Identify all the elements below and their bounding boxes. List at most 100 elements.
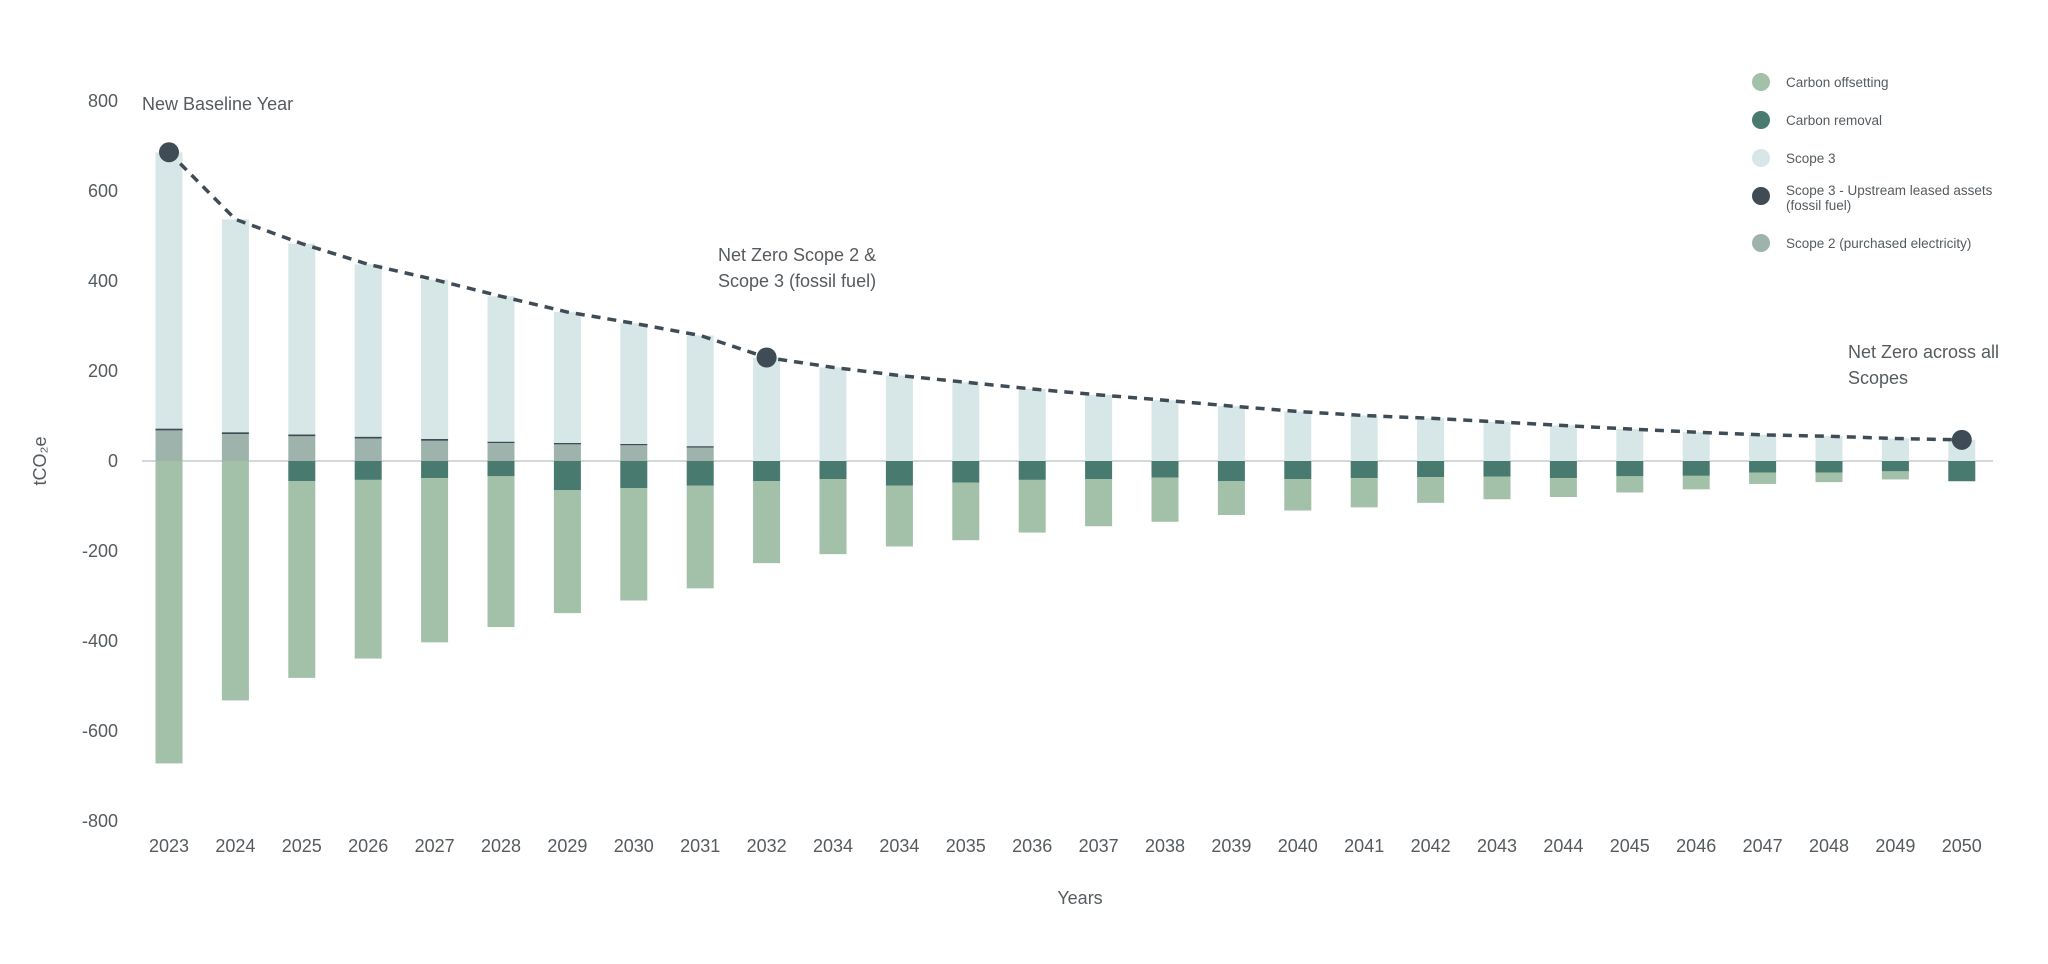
bars [155, 152, 1976, 764]
bar-segment [1682, 432, 1710, 461]
annotation-text: Net Zero across all [1848, 342, 1999, 362]
bar-segment [1417, 477, 1445, 503]
bar-segment [885, 461, 913, 486]
x-tick-label: 2031 [680, 836, 720, 856]
legend-swatch [1752, 234, 1770, 252]
x-tick-label: 2023 [149, 836, 189, 856]
bar-segment [1085, 394, 1113, 461]
bar-segment [753, 481, 781, 564]
bar-segment [1483, 421, 1511, 461]
bar-segment [421, 478, 449, 643]
bar-segment [1815, 436, 1843, 461]
x-tick-label: 2030 [614, 836, 654, 856]
bar-segment [288, 243, 316, 435]
bar-segment [753, 357, 781, 461]
bar-segment [1284, 479, 1312, 511]
bar-segment [1749, 434, 1777, 461]
x-tick-label: 2027 [415, 836, 455, 856]
x-tick-label: 2044 [1543, 836, 1583, 856]
bar-segment [421, 438, 449, 441]
bar-segment [1417, 461, 1445, 478]
y-tick-label: 600 [88, 181, 118, 201]
annotations: New Baseline Year Net Zero Scope 2 & Scope… [142, 94, 1999, 388]
trend-line [167, 151, 1962, 442]
annotation-text: Net Zero Scope 2 & [718, 245, 876, 265]
trend-marker [159, 142, 179, 163]
bar-segment [155, 152, 183, 429]
x-tick-label: 2039 [1211, 836, 1251, 856]
legend-label: Scope 3 - Upstream leased assets (fossil … [1786, 183, 1993, 213]
x-tick-label: 2029 [547, 836, 587, 856]
legend-label: Scope 2 (purchased electricity) [1786, 236, 1971, 251]
bar-segment [155, 430, 183, 461]
x-tick-label: 2041 [1344, 836, 1384, 856]
bar-segment [155, 428, 183, 431]
bar-segment [1682, 461, 1710, 476]
bar-segment [288, 434, 316, 437]
bar-segment [753, 461, 781, 482]
bar-segment [1815, 461, 1843, 473]
x-tick-label: 2032 [747, 836, 787, 856]
legend-label: Scope 3 [1786, 151, 1836, 166]
annotation-text: New Baseline Year [142, 94, 293, 114]
bar-segment [221, 461, 249, 701]
bar-segment [819, 461, 847, 479]
legend-swatch [1752, 149, 1770, 167]
bar-segment [1151, 477, 1179, 522]
bar-segment [1881, 471, 1909, 480]
bar-segment [1151, 461, 1179, 478]
bar-segment [686, 335, 714, 447]
bar-segment [288, 461, 316, 482]
y-tick-label: -800 [82, 811, 118, 831]
x-tick-label: 2038 [1145, 836, 1185, 856]
x-tick-label: 2034 [879, 836, 919, 856]
annotation-text: Scope 3 (fossil fuel) [718, 271, 876, 291]
bar-segment [686, 447, 714, 461]
legend-swatch [1752, 187, 1770, 205]
trend-markers [159, 142, 1972, 450]
x-tick-label: 2048 [1809, 836, 1849, 856]
bar-segment [288, 481, 316, 678]
bar-segment [354, 479, 382, 659]
bar-segment [553, 490, 581, 614]
y-tick-label: 0 [108, 451, 118, 471]
bar-segment [553, 443, 581, 445]
x-tick-label: 2040 [1278, 836, 1318, 856]
trend-marker [756, 347, 777, 368]
bar-segment [819, 479, 847, 555]
x-tick-label: 2043 [1477, 836, 1517, 856]
bar-segment [553, 444, 581, 461]
x-axis-title: Years [1057, 888, 1102, 908]
bar-segment [221, 219, 249, 433]
bar-segment [1616, 476, 1644, 493]
x-tick-label: 2045 [1610, 836, 1650, 856]
legend-label: Carbon removal [1786, 113, 1882, 128]
bar-segment [1749, 461, 1777, 473]
bar-segment [221, 432, 249, 434]
bar-segment [885, 485, 913, 547]
legend-label: Carbon offsetting [1786, 75, 1889, 90]
bar-segment [1151, 400, 1179, 461]
bar-segment [421, 461, 449, 479]
bar-segment [421, 279, 449, 439]
trend-marker [1951, 429, 1972, 450]
bar-segment [620, 323, 648, 444]
bar-segment [1616, 429, 1644, 461]
bar-segment [1881, 461, 1909, 472]
bar-segment [1217, 406, 1245, 461]
bar-segment [1284, 461, 1312, 479]
y-tick-label: -600 [82, 721, 118, 741]
bar-segment [620, 488, 648, 601]
y-tick-label: 400 [88, 271, 118, 291]
bar-segment [354, 461, 382, 480]
bar-segment [1217, 481, 1245, 515]
bar-segment [221, 434, 249, 461]
bar-segment [487, 476, 515, 628]
x-tick-label: 2026 [348, 836, 388, 856]
bar-segment [354, 264, 382, 437]
y-axis-ticks: 800 600 400 200 0 -200 -400 -600 -800 [82, 91, 118, 831]
bar-segment [487, 461, 515, 477]
y-tick-label: -200 [82, 541, 118, 561]
x-tick-label: 2036 [1012, 836, 1052, 856]
bar-segment [686, 461, 714, 486]
